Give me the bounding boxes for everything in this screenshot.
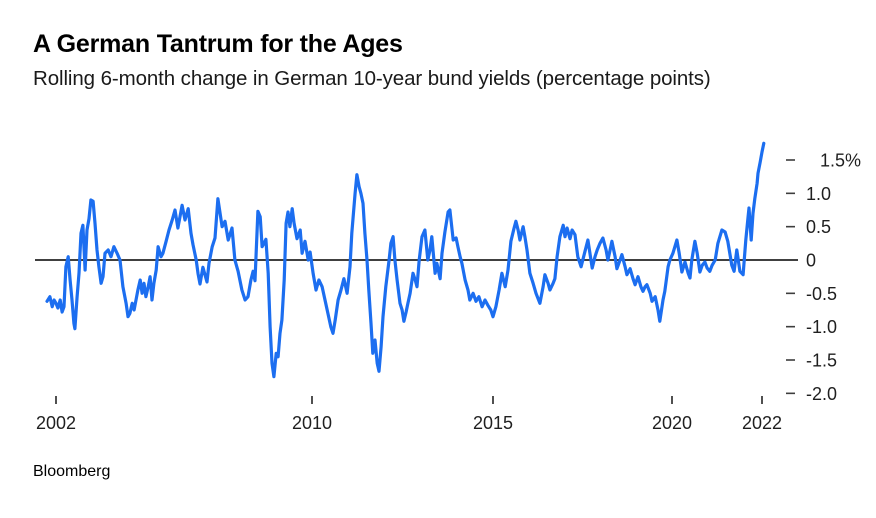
y-axis-label: 0 bbox=[806, 251, 816, 271]
source-attribution: Bloomberg bbox=[33, 463, 111, 480]
y-axis-label: -1.0 bbox=[806, 317, 837, 337]
x-axis-label: 2020 bbox=[652, 413, 692, 433]
x-axis-label: 2002 bbox=[36, 413, 76, 433]
y-axis-label: 1.5% bbox=[820, 150, 861, 170]
chart-title: A German Tantrum for the Ages bbox=[33, 30, 403, 58]
y-axis-label: -1.5 bbox=[806, 351, 837, 371]
yield-change-line bbox=[45, 141, 766, 379]
x-axis-label: 2015 bbox=[473, 413, 513, 433]
y-axis-label: 0.5 bbox=[806, 217, 831, 237]
x-axis-label: 2010 bbox=[292, 413, 332, 433]
x-axis-label: 2022 bbox=[742, 413, 782, 433]
chart-subtitle: Rolling 6-month change in German 10-year… bbox=[33, 67, 711, 90]
y-axis-label: -0.5 bbox=[806, 284, 837, 304]
y-axis-label: -2.0 bbox=[806, 384, 837, 404]
y-axis-label: 1.0 bbox=[806, 184, 831, 204]
